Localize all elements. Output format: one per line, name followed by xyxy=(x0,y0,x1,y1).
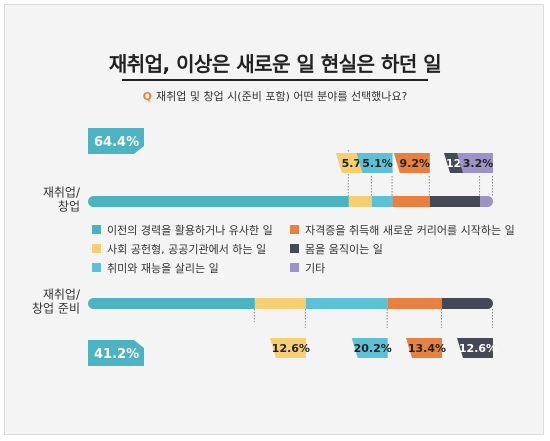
question-marker: Q xyxy=(142,90,152,103)
group-label: 창업 준비 xyxy=(32,302,80,316)
value-callout xyxy=(356,153,393,173)
legend-label: 몸을 움직이는 일 xyxy=(305,242,383,256)
legend-swatch xyxy=(290,244,299,253)
value-label: 64.4% xyxy=(94,135,139,150)
bar-segment-fill xyxy=(248,298,255,309)
legend-label: 취미와 재능을 살리는 일 xyxy=(107,261,219,275)
value-callout xyxy=(269,338,306,358)
group-label: 창업 xyxy=(58,200,80,214)
legend-label: 사회 공헌형, 공공기관에서 하는 일 xyxy=(107,242,266,256)
chart-title: 재취업, 이상은 새로운 일 현실은 하던 일 xyxy=(108,52,442,76)
value-callout xyxy=(393,153,430,173)
bar-segment xyxy=(88,196,349,207)
bar-segment-fill xyxy=(342,196,349,207)
value-label: 41.2% xyxy=(94,347,139,362)
bar-segment xyxy=(441,298,493,309)
bar-segment xyxy=(392,196,430,207)
value-label: 20.2% xyxy=(354,342,392,355)
legend-label: 이전의 경력을 활용하거나 유사한 일 xyxy=(107,223,273,237)
question-text: 재취업 및 창업 시(준비 포함) 어떤 분야를 선택했나요? xyxy=(155,90,408,103)
value-callout xyxy=(457,153,493,173)
group-label: 재취업/ xyxy=(43,186,81,200)
bar-segment xyxy=(88,298,255,309)
value-callout xyxy=(457,338,493,358)
bar-segment-fill xyxy=(480,196,487,207)
bar-segment xyxy=(429,196,481,207)
legend-swatch xyxy=(290,263,299,272)
value-callout xyxy=(88,128,144,154)
legend-swatch xyxy=(92,225,101,234)
bar-segment xyxy=(348,196,372,207)
value-callout xyxy=(351,338,388,358)
value-label: 12.6% xyxy=(459,342,497,355)
bar-segment xyxy=(254,298,306,309)
survey-question: Q 재취업 및 창업 시(준비 포함) 어떤 분야를 선택했나요? xyxy=(0,88,550,104)
value-label: 3.2% xyxy=(463,157,494,170)
value-label: 12.6% xyxy=(272,342,310,355)
legend-swatch xyxy=(92,263,101,272)
title-underline xyxy=(122,79,428,81)
value-callout xyxy=(88,340,144,366)
value-label: 9.2% xyxy=(400,157,431,170)
legend-label: 자격증을 취득해 새로운 커리어를 시작하는 일 xyxy=(305,223,515,237)
legend-label: 기타 xyxy=(305,262,325,275)
legend-swatch xyxy=(290,225,299,234)
bar-segment xyxy=(305,298,388,309)
value-label: 13.4% xyxy=(408,342,446,355)
group-label: 재취업/ xyxy=(43,288,81,302)
bar-segment-fill xyxy=(441,298,448,309)
bar-segment xyxy=(371,196,393,207)
value-callout xyxy=(405,338,442,358)
legend-swatch xyxy=(92,244,101,253)
value-label: 5.1% xyxy=(362,157,393,170)
bar-segment xyxy=(387,298,442,309)
